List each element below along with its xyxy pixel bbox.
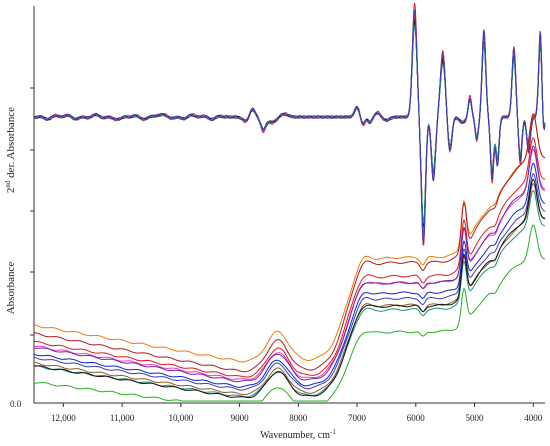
x-tick-label: 11,000 (110, 413, 135, 423)
second-derivative-line (33, 25, 546, 224)
second-derivative-line (33, 10, 546, 240)
x-tick-label: 12,000 (51, 413, 76, 423)
second-derivative-line (33, 19, 546, 227)
second-derivative-line (33, 14, 546, 236)
x-tick-label: 6000 (407, 413, 426, 423)
x-tick-label: 4000 (524, 413, 543, 423)
second-derivative-line (33, 9, 546, 244)
y-tick-label-zero: 0.0 (10, 399, 22, 409)
second-derivative-series (33, 2, 546, 246)
absorbance-line (34, 178, 545, 399)
absorbance-line (33, 173, 546, 391)
x-tick-label: 5000 (466, 413, 485, 423)
second-derivative-line (33, 17, 546, 230)
absorbance-line (33, 145, 546, 383)
x-axis-label: Wavenumber, cm-1 (260, 428, 336, 441)
lower-y-axis-label: Absorbance (5, 262, 17, 315)
x-tick-label: 9000 (231, 413, 250, 423)
second-derivative-line (33, 23, 546, 227)
absorbance-series (33, 113, 546, 402)
second-derivative-line (33, 2, 546, 246)
x-tick-label: 8000 (289, 413, 308, 423)
second-derivative-line (33, 17, 546, 234)
absorbance-line (34, 224, 546, 402)
x-axis-ticks: 12,000 11,000 10,000 9000 8000 7000 6000 5000 40… (51, 403, 543, 423)
absorbance-line (34, 113, 546, 373)
plot-frame (30, 6, 545, 404)
absorbance-line (33, 183, 546, 396)
absorbance-line (33, 115, 546, 363)
second-derivative-line (33, 11, 546, 238)
upper-y-axis-label: 2nd der. Absorbance (4, 107, 17, 193)
absorbance-line (33, 162, 546, 388)
x-tick-label: 7000 (348, 413, 367, 423)
x-tick-label: 10,000 (168, 413, 193, 423)
absorbance-line (34, 137, 545, 378)
